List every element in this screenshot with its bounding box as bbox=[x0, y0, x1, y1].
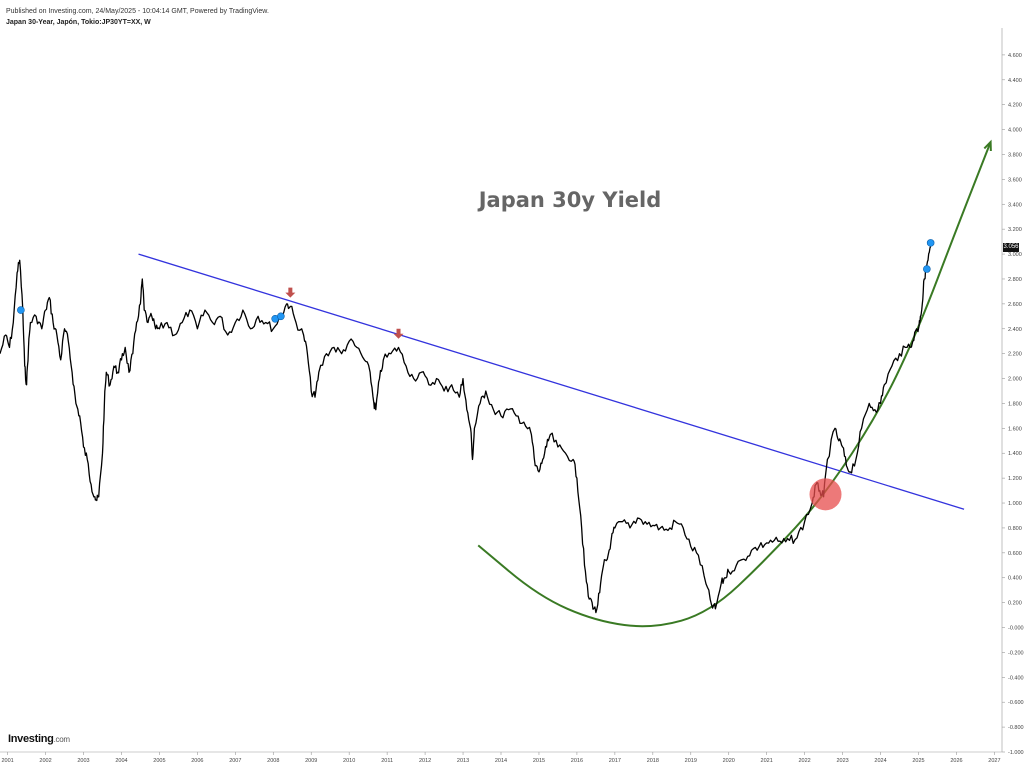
y-tick-label: 2.400 bbox=[1008, 327, 1022, 333]
event-marker bbox=[923, 265, 931, 273]
y-tick-label: 4.600 bbox=[1008, 53, 1022, 59]
event-marker bbox=[926, 239, 935, 247]
x-tick-label: 2016 bbox=[571, 758, 583, 764]
down-arrow-marker bbox=[393, 328, 404, 339]
x-tick-label: 2020 bbox=[723, 758, 735, 764]
x-tick-label: 2011 bbox=[381, 758, 393, 764]
y-tick-label: 4.000 bbox=[1008, 128, 1022, 134]
y-tick-label: -0.400 bbox=[1008, 675, 1024, 681]
y-tick-label: -0.600 bbox=[1008, 700, 1024, 706]
y-tick-label: 2.000 bbox=[1008, 377, 1022, 383]
y-tick-label: 3.600 bbox=[1008, 177, 1022, 183]
y-tick-label: -0.200 bbox=[1008, 650, 1024, 656]
x-tick-label: 2021 bbox=[761, 758, 773, 764]
highlight-circle bbox=[809, 478, 842, 511]
chart-title: Japan 30y Yield bbox=[477, 188, 662, 212]
x-tick-label: 2001 bbox=[1, 758, 13, 764]
logo-name: Investing bbox=[8, 733, 54, 745]
arc-arrowhead bbox=[983, 139, 992, 152]
x-tick-label: 2003 bbox=[77, 758, 89, 764]
x-tick-label: 2024 bbox=[874, 758, 886, 764]
y-tick-label: 4.200 bbox=[1008, 103, 1022, 109]
y-tick-label: 2.800 bbox=[1008, 277, 1022, 283]
y-tick-label: 3.800 bbox=[1008, 152, 1022, 158]
event-marker bbox=[17, 306, 25, 314]
x-tick-label: 2022 bbox=[799, 758, 811, 764]
x-tick-label: 2025 bbox=[912, 758, 924, 764]
y-tick-label: 0.800 bbox=[1008, 526, 1022, 532]
arc-curve bbox=[477, 141, 992, 628]
x-tick-label: 2007 bbox=[229, 758, 241, 764]
x-tick-label: 2014 bbox=[495, 758, 507, 764]
y-tick-label: 0.400 bbox=[1008, 576, 1022, 582]
y-tick-label: -1.000 bbox=[1008, 750, 1024, 756]
x-tick-label: 2005 bbox=[153, 758, 165, 764]
y-tick-label: 1.200 bbox=[1008, 476, 1022, 482]
x-tick-label: 2018 bbox=[647, 758, 659, 764]
x-tick-label: 2008 bbox=[267, 758, 279, 764]
x-tick-label: 2006 bbox=[191, 758, 203, 764]
y-tick-label: 0.200 bbox=[1008, 601, 1022, 607]
x-tick-label: 2002 bbox=[39, 758, 51, 764]
symbol-title: Japan 30-Year, Japón, Tokio:JP30YT=XX, W bbox=[6, 19, 151, 26]
x-tick-label: 2004 bbox=[115, 758, 127, 764]
x-tick-label: 2010 bbox=[343, 758, 355, 764]
price-line bbox=[0, 246, 932, 614]
x-tick-label: 2009 bbox=[305, 758, 317, 764]
x-tick-label: 2017 bbox=[609, 758, 621, 764]
x-tick-label: 2027 bbox=[988, 758, 1000, 764]
y-tick-label: 1.600 bbox=[1008, 426, 1022, 432]
chart-header: Published on Investing.com, 24/May/2025 … bbox=[6, 6, 269, 28]
y-tick-label: 1.400 bbox=[1008, 451, 1022, 457]
investing-logo: Investing.com bbox=[8, 733, 70, 745]
y-tick-label: 2.200 bbox=[1008, 352, 1022, 358]
x-tick-label: 2019 bbox=[685, 758, 697, 764]
y-tick-label: 4.400 bbox=[1008, 78, 1022, 84]
x-tick-label: 2015 bbox=[533, 758, 545, 764]
x-tick-label: 2013 bbox=[457, 758, 469, 764]
y-tick-label: 1.000 bbox=[1008, 501, 1022, 507]
y-tick-label: 2.600 bbox=[1008, 302, 1022, 308]
x-tick-label: 2026 bbox=[950, 758, 962, 764]
x-tick-label: 2012 bbox=[419, 758, 431, 764]
y-tick-label: -0.000 bbox=[1008, 626, 1024, 632]
y-tick-label: 0.600 bbox=[1008, 551, 1022, 557]
x-tick-label: 2023 bbox=[836, 758, 848, 764]
y-tick-label: 3.400 bbox=[1008, 202, 1022, 208]
event-marker bbox=[277, 312, 285, 321]
y-tick-label: -0.800 bbox=[1008, 725, 1024, 731]
y-tick-label: 3.200 bbox=[1008, 227, 1022, 233]
y-tick-label: 1.800 bbox=[1008, 401, 1022, 407]
down-arrow-marker bbox=[285, 287, 296, 298]
logo-suffix: .com bbox=[53, 735, 70, 744]
y-tick-label: 3.000 bbox=[1008, 252, 1022, 258]
published-note: Published on Investing.com, 24/May/2025 … bbox=[6, 8, 269, 15]
last-price-tag: 3.056 bbox=[1003, 243, 1019, 252]
